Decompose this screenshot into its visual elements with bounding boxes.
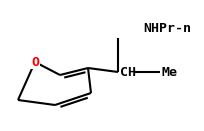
Text: NHPr-n: NHPr-n bbox=[142, 22, 190, 35]
Text: O: O bbox=[31, 56, 39, 69]
Text: Me: Me bbox=[161, 66, 177, 78]
Text: CH: CH bbox=[119, 66, 135, 78]
